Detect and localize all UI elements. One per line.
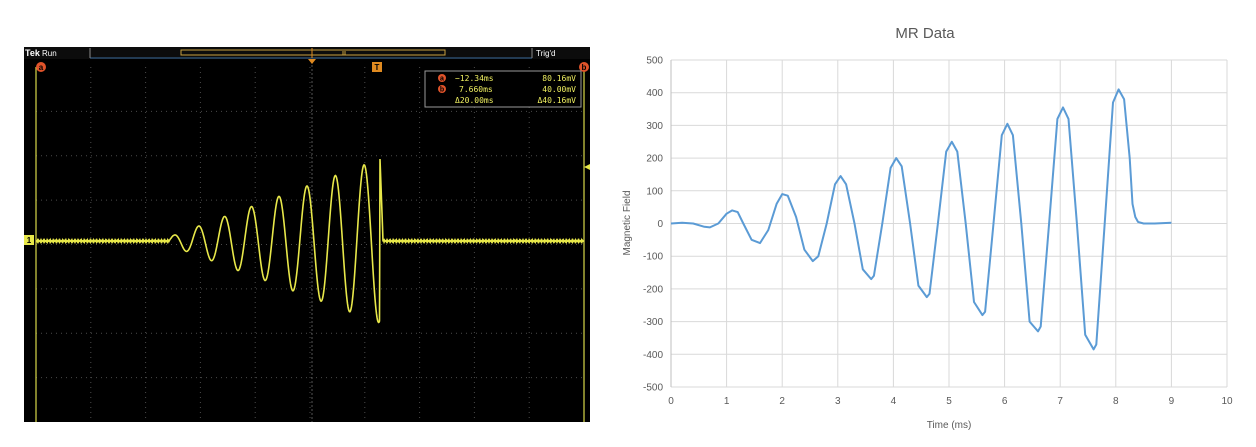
svg-text:1: 1 (27, 236, 32, 245)
y-tick-label: -400 (643, 350, 663, 361)
y-tick-label: -200 (643, 284, 663, 295)
channel-1-waveform (35, 158, 585, 324)
x-tick-label: 7 (1057, 396, 1063, 407)
trigger-level-indicator (584, 164, 590, 170)
y-axis-label: Magnetic Field (622, 190, 633, 255)
readout-a-time: −12.34ms (455, 74, 494, 83)
y-tick-label: -100 (643, 252, 663, 263)
x-axis-ticks: 0 1 2 3 4 5 6 7 8 9 10 (668, 396, 1233, 407)
y-tick-label: 300 (646, 121, 663, 132)
y-tick-label: 100 (646, 186, 663, 197)
y-tick-label: 200 (646, 154, 663, 165)
y-axis-ticks: -500 -400 -300 -200 -100 0 100 200 300 400 500 (643, 56, 663, 394)
svg-text:b: b (440, 87, 444, 94)
readout-delta-time: Δ20.00ms (455, 96, 494, 105)
y-tick-label: -500 (643, 383, 663, 394)
oscilloscope-screen: Tek Run Trig'd a T b 1 a −12.34ms 80.16m… (24, 47, 590, 422)
x-tick-label: 10 (1221, 396, 1233, 407)
acquisition-state: Run (42, 49, 57, 58)
readout-delta-value: Δ40.16mV (537, 96, 576, 105)
x-tick-label: 1 (724, 396, 730, 407)
record-window-bar (180, 49, 446, 56)
x-tick-label: 3 (835, 396, 841, 407)
x-tick-label: 9 (1169, 396, 1175, 407)
cursor-a-marker[interactable]: a (36, 62, 46, 72)
x-tick-label: 2 (779, 396, 785, 407)
readout-b-value: 40.00mV (542, 85, 576, 94)
cursor-b-marker[interactable]: b (579, 62, 589, 72)
series-line (670, 88, 1172, 351)
trigger-position-arrow (308, 59, 316, 64)
scope-top-bar (24, 47, 590, 59)
x-tick-label: 0 (668, 396, 674, 407)
x-tick-label: 8 (1113, 396, 1119, 407)
mr-data-chart: MR Data -500-400-300-200-100010020030040… (622, 25, 1233, 431)
x-tick-label: 6 (1002, 396, 1008, 407)
trigger-status: Trig'd (536, 49, 555, 58)
channel-1-marker[interactable]: 1 (24, 235, 34, 245)
y-tick-label: 0 (657, 219, 663, 230)
svg-text:b: b (582, 63, 587, 72)
svg-text:a: a (440, 76, 444, 83)
cursor-readout-box: a −12.34ms 80.16mV b 7.660ms 40.00mV Δ20… (424, 70, 582, 108)
x-tick-label: 5 (946, 396, 952, 407)
x-tick-label: 4 (891, 396, 897, 407)
scope-brand: Tek (25, 48, 41, 58)
chart-gridlines (670, 59, 1228, 388)
chart-title: MR Data (895, 25, 955, 42)
y-tick-label: 500 (646, 56, 663, 67)
readout-b-time: 7.660ms (459, 85, 493, 94)
y-tick-label: -300 (643, 317, 663, 328)
svg-text:a: a (39, 63, 44, 72)
readout-a-value: 80.16mV (542, 74, 576, 83)
x-axis-label: Time (ms) (927, 420, 972, 431)
trigger-marker[interactable]: T (372, 62, 382, 72)
scope-graticule (36, 67, 584, 422)
svg-text:T: T (375, 63, 380, 72)
y-tick-label: 400 (646, 88, 663, 99)
readout-a-marker (438, 74, 446, 82)
readout-b-marker (438, 85, 446, 93)
